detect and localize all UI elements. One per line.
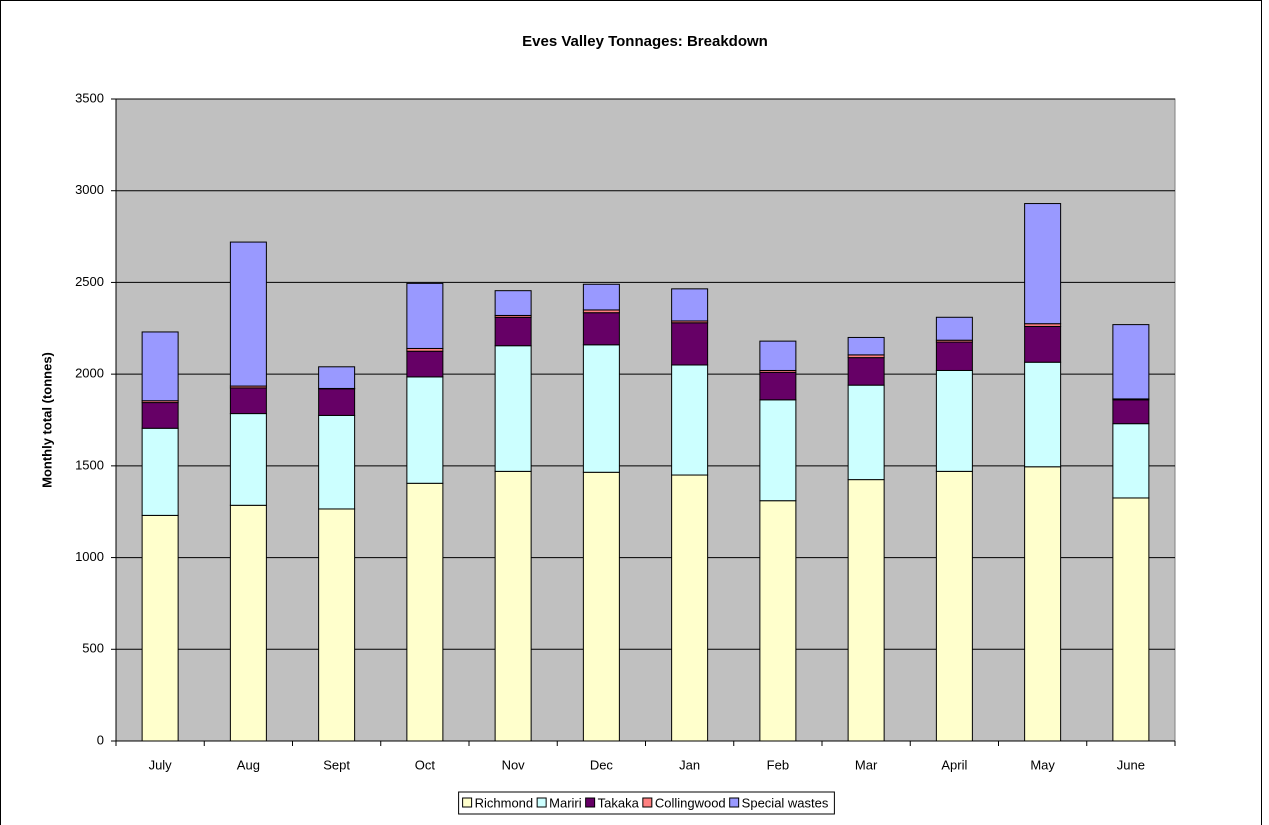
bar-segment [318, 414, 356, 510]
bar-segment [935, 369, 973, 472]
x-tick-label: Nov [502, 757, 526, 772]
y-tick-label: 500 [82, 641, 104, 656]
bar-segment [1112, 324, 1150, 400]
x-tick-label: Mar [855, 757, 878, 772]
bar-segment [1024, 325, 1062, 363]
x-tick-label: Feb [767, 757, 789, 772]
bar-segment [1024, 203, 1062, 325]
bar-segment [318, 508, 356, 742]
bar-segment [229, 241, 267, 387]
bar-segment [1112, 497, 1150, 742]
y-tick-label: 3500 [75, 90, 104, 105]
bar-segment [582, 283, 620, 311]
bar-segment [847, 384, 885, 481]
bar-segment [406, 376, 444, 484]
legend-swatch [462, 797, 473, 808]
y-tick-label: 1000 [75, 549, 104, 564]
x-tick-label: Jan [679, 757, 700, 772]
legend-label: Special wastes [742, 795, 829, 810]
x-tick-label: July [149, 757, 173, 772]
bar-segment [847, 357, 885, 386]
bar-segment [582, 344, 620, 473]
bar-segment [494, 470, 532, 742]
x-tick-label: May [1030, 757, 1055, 772]
y-tick-label: 0 [97, 732, 104, 747]
bar-segment [141, 331, 179, 402]
legend-swatch [729, 797, 740, 808]
bar-segment [759, 340, 797, 371]
bar-segment [759, 399, 797, 502]
bar-segment [847, 336, 885, 356]
legend-label: Mariri [549, 795, 582, 810]
bar-segment [406, 282, 444, 349]
bar-segment [494, 290, 532, 316]
y-tick-label: 1500 [75, 457, 104, 472]
bar-segment [318, 366, 356, 389]
bar-segment [229, 504, 267, 742]
bar-segment [229, 413, 267, 506]
legend-label: Takaka [598, 795, 640, 810]
bar-segment [406, 482, 444, 742]
legend-label: Collingwood [655, 795, 726, 810]
bar-segment [935, 316, 973, 341]
bar-segment [759, 500, 797, 742]
legend-swatch [585, 797, 596, 808]
x-tick-label: Dec [590, 757, 614, 772]
bar-segment [494, 345, 532, 472]
y-tick-label: 3000 [75, 182, 104, 197]
bar-segment [935, 470, 973, 742]
bar-segment [229, 387, 267, 415]
bar-segment [671, 364, 709, 476]
x-tick-label: Aug [237, 757, 260, 772]
chart-title: Eves Valley Tonnages: Breakdown [522, 33, 768, 50]
bar-segment [406, 350, 444, 378]
bar-segment [671, 322, 709, 366]
y-tick-label: 2500 [75, 274, 104, 289]
bar-segment [318, 388, 356, 416]
y-axis-label: Monthly total (tonnes) [39, 352, 54, 488]
legend-label: Richmond [475, 795, 534, 810]
bar-segment [759, 371, 797, 401]
x-tick-label: Sept [323, 757, 350, 772]
bar-segment [494, 316, 532, 347]
bar-segment [1024, 466, 1062, 742]
bar-segment [1112, 399, 1150, 425]
bar-segment [847, 479, 885, 742]
bar-segment [141, 427, 179, 516]
x-tick-label: Oct [415, 757, 436, 772]
y-tick-label: 2000 [75, 366, 104, 381]
legend-swatch [642, 797, 653, 808]
bar-segment [582, 471, 620, 742]
bar-segment [1024, 361, 1062, 468]
x-tick-label: April [941, 757, 967, 772]
bar-segment [141, 514, 179, 742]
bar-segment [935, 341, 973, 371]
bar-segment [141, 402, 179, 429]
legend-swatch [536, 797, 547, 808]
bar-segment [671, 474, 709, 742]
x-tick-label: June [1117, 757, 1145, 772]
plot-area [115, 98, 1176, 742]
bar-segment [1112, 423, 1150, 499]
bar-segment [582, 312, 620, 346]
bar-segment [671, 288, 709, 322]
